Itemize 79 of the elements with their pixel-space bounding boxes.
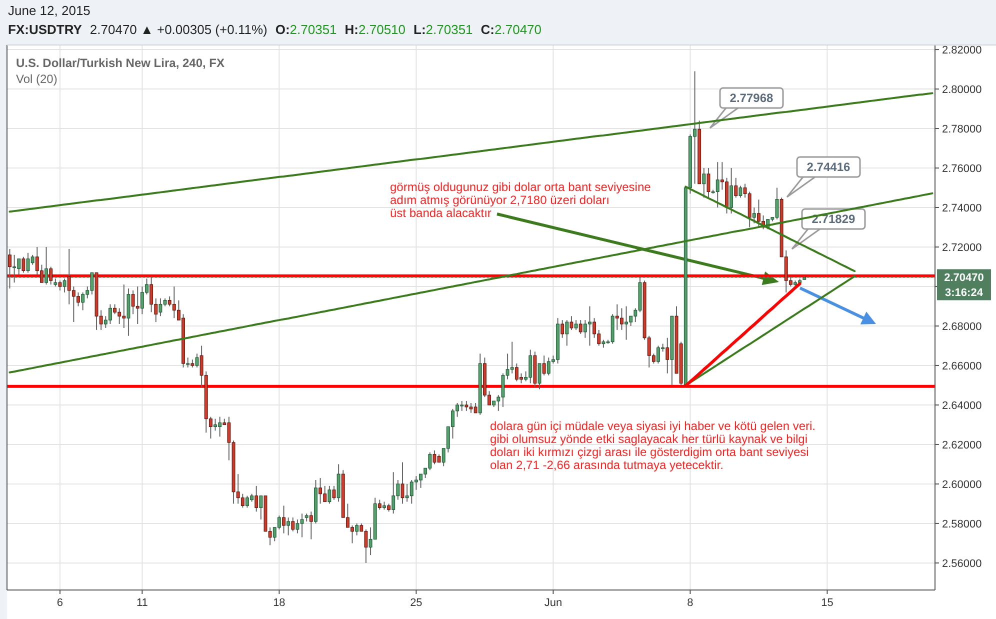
y-tick-label: 2.62000 [942,439,982,452]
candlestick [259,495,263,520]
candlestick [570,316,574,330]
candlestick [282,505,286,534]
candlestick [730,168,734,214]
x-tick-label: 6 [56,597,64,609]
candlestick [291,517,295,532]
annotation: Vol (20) [16,72,58,86]
candlestick [286,517,290,536]
x-tick-label: 8 [687,597,694,609]
y-tick-label: 2.82000 [942,44,982,56]
text: O:2.70351 H:2.70510 L:2.70351 C:2.70470 [275,22,542,37]
candlestick [355,522,359,536]
candlestick [560,320,564,338]
annotation: 2.77968 [730,91,774,106]
y-tick-label: 2.64000 [942,400,982,412]
candlestick [240,493,244,508]
x-tick-label: 15 [821,597,834,609]
annotation: 2.74416 [806,160,851,174]
candlestick [136,286,140,325]
candlestick [126,288,130,336]
y-tick-label: 2.66000 [942,360,982,372]
x-tick-label: 18 [273,597,286,609]
x-tick-label: Jun [544,597,562,609]
candlestick [44,246,48,286]
candlestick [150,276,154,313]
candlestick [186,357,190,368]
candlestick [108,304,112,325]
candlestick [378,499,382,510]
candlestick [62,278,66,293]
candlestick [706,168,710,198]
candlestick [738,185,742,198]
candlestick [565,320,569,346]
y-tick-label: 2.76000 [942,162,982,175]
candlestick [8,248,12,289]
x-tick-label: 11 [136,597,148,609]
candlestick [58,280,62,291]
text: U.S. Dollar/Turkish New Lira, 240, FX [16,56,225,70]
candlestick [716,162,720,208]
y-tick-label: 2.60000 [942,478,982,491]
candlestick [81,292,85,311]
candlestick [752,207,756,224]
annotation: dolara gün içi müdale veya siyasi iyi haber ve kötü gelen veri. gibi olumsuz yönde etki saglayacak her türlü kaynak ve bilgi doları iki kırmızı çizgi arası ile gösterdigim orta bant seviyesi olan 2,71 -2,66 arasında tutmaya yetecektir. [490,419,816,472]
x-tick-label: 25 [410,597,422,609]
candlestick [620,308,624,330]
candlestick [49,266,53,286]
ref-line-label: 2.70470 [944,272,984,284]
text: June 12, 2015 [8,3,90,18]
y-tick-label: 2.72000 [942,242,982,254]
candlestick [748,191,752,228]
candlestick [702,168,706,198]
candlestick [734,177,738,198]
candlestick [464,400,468,412]
candlestick [392,472,396,514]
candlestick [328,485,332,504]
candlestick [336,464,340,502]
text: 3:16:24 [945,287,984,300]
candlestick [309,511,313,540]
candlestick [542,355,546,376]
y-tick-label: 2.78000 [942,123,982,136]
candlestick [474,402,478,414]
candlestick [578,320,582,334]
candlestick [254,485,258,512]
candlestick [574,320,578,330]
chart-title: FX:USDTRY [8,22,82,37]
text: 2.70470 ▲ +0.00305 (+0.11%) [90,22,268,37]
candlestick [510,341,514,374]
y-tick-label: 2.80000 [942,84,982,96]
annotation: görmüş oldugunuz gibi dolar orta bant seviyesine adım atmış görünüyor 2,7180 üzeri doları üst banda alacaktır [390,180,652,220]
y-tick-label: 2.74000 [942,202,982,214]
y-tick-label: 2.58000 [942,518,982,530]
annotation: 2.71829 [812,212,856,226]
y-tick-label: 2.56000 [942,558,982,570]
candlestick [22,256,26,274]
candlestick [12,254,16,284]
candlestick [195,353,199,368]
candlestick [666,337,670,374]
y-tick-label: 2.68000 [942,320,982,333]
candlestick [318,478,322,504]
